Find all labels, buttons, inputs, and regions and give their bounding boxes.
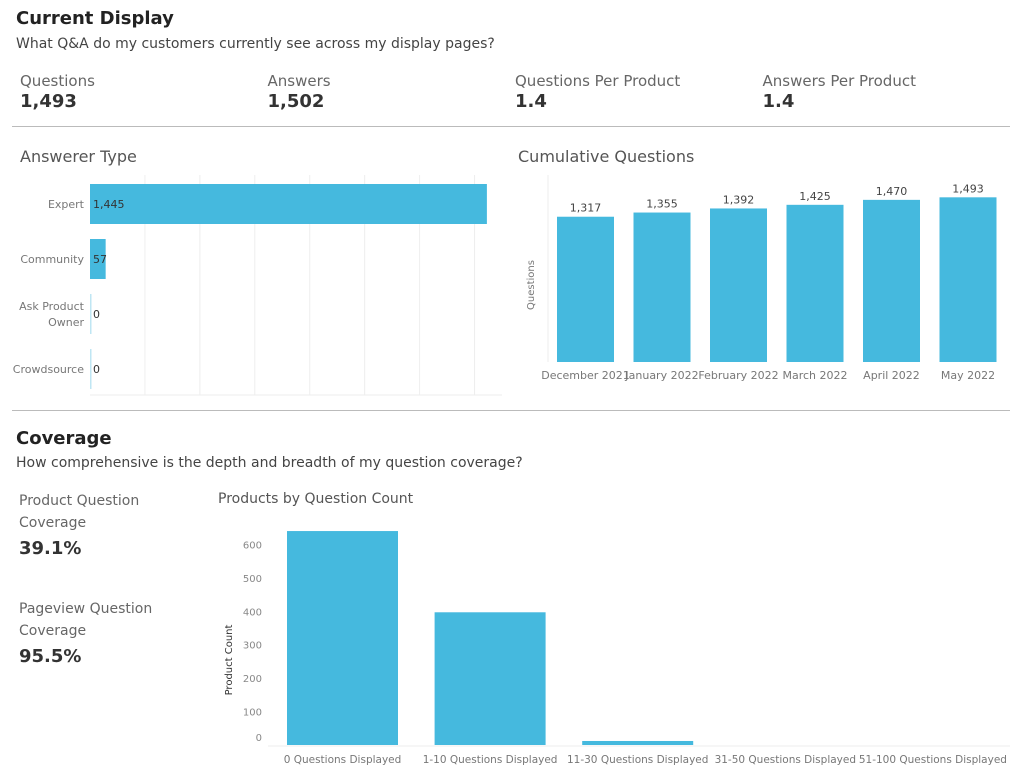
kpi-value: 1,502 [267, 91, 325, 112]
data-label: 1,493 [952, 182, 984, 195]
data-label: 57 [93, 253, 107, 266]
category-label: 1-10 Questions Displayed [423, 754, 558, 766]
cumulative-questions-chart: Questions 1,317 December 2021 1,355 January … [526, 175, 997, 382]
cumulative-questions-title: Cumulative Questions [518, 147, 695, 166]
products-by-question-count-title: Products by Question Count [218, 491, 414, 507]
kpi-label: Questions Per Product [515, 72, 681, 90]
bar [90, 349, 92, 389]
category-label: May 2022 [941, 369, 995, 382]
category-label: Ask Product [19, 300, 85, 313]
bar [710, 208, 767, 362]
category-label: Expert [48, 198, 85, 211]
products-by-question-count-chart: Product Count 0 100 200 300 400 500 600 0 Questi… [224, 531, 1010, 766]
current-display-subtitle: What Q&A do my customers currently see a… [16, 36, 495, 52]
kpi-label: Answers Per Product [762, 72, 916, 90]
category-label: Community [20, 253, 84, 266]
bar [287, 531, 398, 745]
coverage-kpi-label: Product Question Coverage [19, 493, 140, 531]
bar [90, 294, 92, 334]
y-tick-label: 0 [256, 733, 262, 744]
category-label: March 2022 [782, 369, 847, 382]
bar [633, 212, 691, 362]
bar [434, 612, 546, 745]
y-tick-label: 100 [243, 708, 262, 719]
bar [786, 204, 844, 362]
bar [863, 199, 920, 362]
y-tick-label: 500 [243, 574, 262, 585]
data-label: 0 [93, 363, 100, 376]
data-label: 1,317 [570, 202, 602, 215]
divider [12, 410, 1010, 411]
category-label: 11-30 Questions Displayed [567, 754, 708, 766]
kpi-label: Answers [267, 72, 331, 90]
bar [557, 216, 614, 362]
divider [12, 126, 1010, 127]
category-label: February 2022 [698, 369, 778, 382]
coverage-subtitle: How comprehensive is the depth and bread… [16, 455, 523, 471]
data-label: 1,445 [93, 198, 125, 211]
kpi-value: 1.4 [762, 91, 795, 112]
data-label: 1,392 [723, 193, 755, 206]
category-label: Crowdsource [13, 363, 84, 376]
kpi-label: Questions [20, 72, 95, 90]
coverage-title: Coverage [16, 428, 112, 449]
coverage-kpi-value: 39.1% [19, 538, 82, 559]
data-label: 1,355 [646, 198, 678, 211]
kpi-value: 1.4 [515, 91, 547, 112]
category-label: Owner [48, 316, 84, 329]
y-axis-label: Product Count [224, 625, 235, 696]
category-label: January 2022 [624, 369, 698, 382]
kpi-value: 1,493 [20, 91, 77, 112]
y-axis-label: Questions [526, 260, 537, 310]
category-label: 51-100 Questions Displayed [859, 754, 1007, 766]
category-label: 31-50 Questions Displayed [715, 754, 856, 766]
category-label: 0 Questions Displayed [284, 754, 402, 766]
y-tick-label: 300 [243, 641, 262, 652]
data-label: 0 [93, 308, 100, 321]
data-label: 1,470 [876, 185, 908, 198]
category-label: April 2022 [863, 369, 920, 382]
current-display-title: Current Display [16, 8, 174, 29]
bar [939, 197, 997, 362]
bar [90, 184, 487, 224]
answerer-type-title: Answerer Type [20, 147, 137, 166]
data-label: 1,425 [799, 190, 831, 203]
category-label: December 2021 [541, 369, 630, 382]
y-tick-label: 400 [243, 607, 262, 618]
y-tick-label: 200 [243, 674, 262, 685]
coverage-kpi-label: Pageview Question Coverage [19, 601, 153, 639]
y-tick-label: 600 [243, 540, 262, 551]
bar [90, 239, 106, 279]
coverage-kpi-value: 95.5% [19, 646, 82, 667]
bar [582, 740, 694, 745]
